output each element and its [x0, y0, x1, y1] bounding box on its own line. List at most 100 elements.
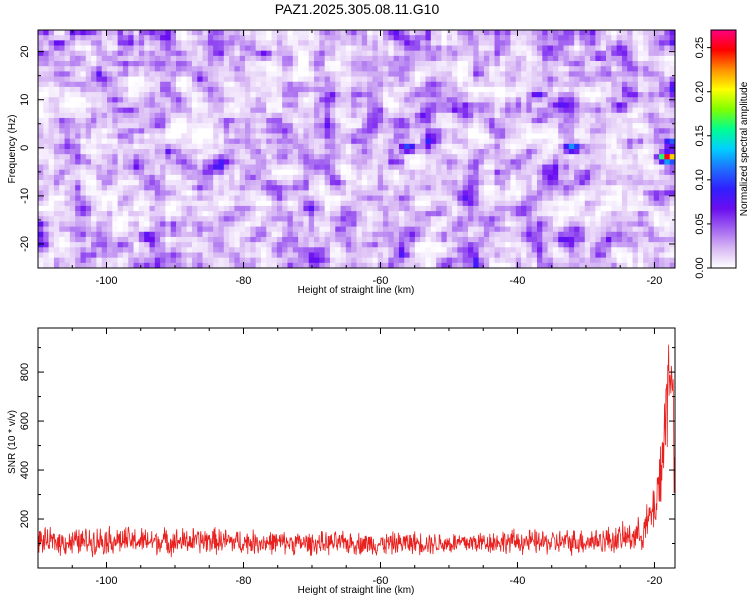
heatmap-cell [197, 128, 203, 134]
heatmap-cell [425, 117, 432, 124]
heatmap-cell [202, 55, 209, 62]
heatmap-cell [510, 117, 517, 124]
heatmap-cell [388, 123, 395, 129]
heatmap-cell [292, 66, 299, 72]
heatmap-cell [308, 86, 315, 93]
heatmap-cell [96, 133, 103, 140]
heatmap-cell [298, 112, 304, 119]
heatmap-cell [616, 102, 623, 108]
heatmap-cell [494, 200, 501, 207]
heatmap-cell [213, 97, 219, 103]
heatmap-cell [664, 128, 671, 134]
heatmap-cell [319, 205, 326, 212]
heatmap-cell [648, 35, 655, 41]
heatmap-cell [186, 190, 193, 196]
heatmap-cell [319, 143, 326, 150]
heatmap-cell [292, 242, 299, 248]
heatmap-cell [117, 221, 124, 227]
heatmap-cell [255, 66, 262, 72]
heatmap-cell [213, 117, 219, 124]
heatmap-cell [473, 185, 479, 191]
heatmap-cell [584, 154, 591, 160]
heatmap-cell [53, 107, 60, 114]
heatmap-cell [160, 216, 166, 222]
heatmap-cell [345, 154, 352, 160]
heatmap-cell [117, 50, 124, 57]
heatmap-cell [521, 185, 527, 191]
heatmap-cell [611, 45, 618, 52]
heatmap-cell [441, 149, 448, 155]
heatmap-cell [329, 149, 336, 155]
heatmap-cell [223, 216, 230, 222]
heatmap-cell [250, 236, 257, 243]
heatmap-cell [149, 174, 156, 181]
heatmap-cell [664, 133, 671, 140]
heatmap-cell [138, 205, 145, 212]
heatmap-cell [75, 97, 81, 103]
heatmap-cell [69, 66, 76, 72]
heatmap-cell [627, 216, 633, 222]
heatmap-cell [372, 143, 379, 150]
heatmap-cell [361, 216, 368, 222]
heatmap-cell [425, 40, 432, 46]
heatmap-cell [627, 195, 633, 202]
heatmap-cell [536, 81, 543, 88]
heatmap-cell [467, 164, 474, 171]
heatmap-cell [292, 164, 299, 171]
heatmap-cell [351, 154, 357, 160]
heatmap-cell [207, 154, 214, 160]
heatmap-cell [457, 128, 464, 134]
heatmap-cell [149, 211, 156, 217]
heatmap-cell [473, 231, 479, 238]
heatmap-cell [420, 185, 426, 191]
heatmap-cell [648, 190, 655, 196]
heatmap-cell [43, 66, 50, 72]
heatmap-cell [69, 102, 76, 108]
heatmap-cell [234, 174, 241, 181]
heatmap-cell [659, 128, 665, 134]
heatmap-cell [48, 40, 55, 46]
heatmap-cell [632, 231, 639, 238]
heatmap-cell [542, 180, 548, 186]
heatmap-cell [430, 226, 437, 233]
heatmap-cell [165, 40, 172, 46]
heatmap-cell [659, 123, 665, 129]
heatmap-cell [515, 97, 522, 103]
heatmap-cell [128, 66, 134, 72]
heatmap-cell [547, 112, 554, 119]
heatmap-cell [122, 169, 129, 176]
heatmap-cell [239, 86, 246, 93]
heatmap-cell [128, 226, 134, 233]
heatmap-cell [462, 190, 469, 196]
heatmap-cell [229, 117, 235, 124]
heatmap-cell [616, 174, 623, 181]
heatmap-cell [149, 226, 156, 233]
heatmap-cell [414, 164, 421, 171]
heatmap-cell [260, 242, 267, 248]
heatmap-cell [441, 205, 448, 212]
heatmap-cell [574, 205, 580, 212]
heatmap-cell [101, 236, 108, 243]
heatmap-cell [314, 30, 320, 36]
heatmap-cell [186, 174, 193, 181]
heatmap-cell [483, 200, 490, 207]
heatmap-cell [319, 138, 326, 145]
heatmap-cell [383, 138, 389, 145]
heatmap-cell [621, 112, 628, 119]
heatmap-cell [494, 102, 501, 108]
heatmap-cell [452, 30, 458, 36]
heatmap-cell [441, 35, 448, 41]
heatmap-cell [499, 102, 506, 108]
heatmap-cell [43, 40, 50, 46]
heatmap-cell [186, 231, 193, 238]
heatmap-cell [138, 159, 145, 165]
heatmap-cell [505, 97, 511, 103]
heatmap-cell [91, 123, 97, 129]
heatmap-cell [149, 112, 156, 119]
heatmap-cell [207, 164, 214, 171]
heatmap-cell [356, 128, 363, 134]
heatmap-cell [75, 216, 81, 222]
heatmap-cell [361, 226, 368, 233]
heatmap-cell [229, 242, 235, 248]
heatmap-cell [478, 164, 485, 171]
